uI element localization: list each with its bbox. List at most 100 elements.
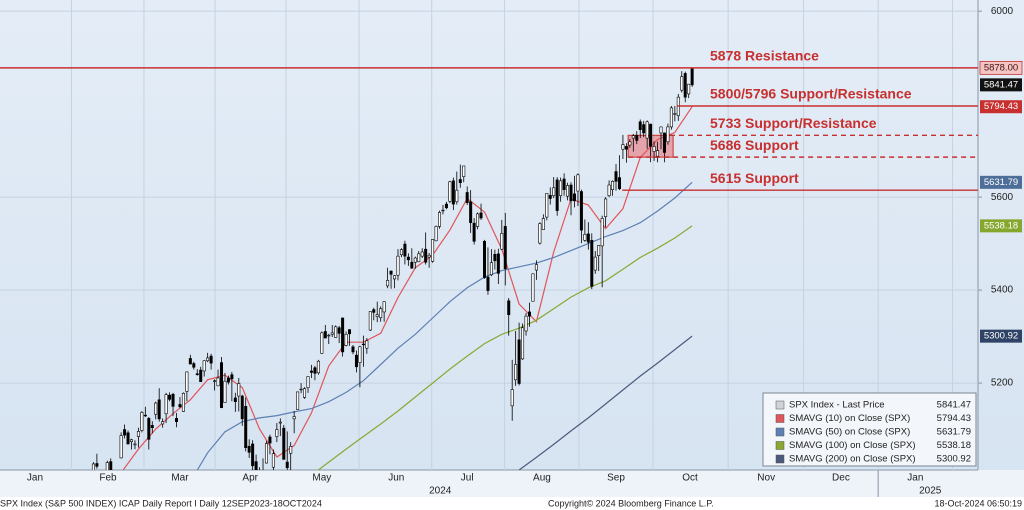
candle-body <box>296 391 300 410</box>
footer-left: SPX Index (S&P 500 INDEX) ICAP Daily Rep… <box>0 498 322 508</box>
level-annotation: 5733 Support/Resistance <box>710 115 877 131</box>
candle-body <box>628 141 632 146</box>
candle-body <box>372 309 376 313</box>
candle-body <box>181 392 185 412</box>
legend-label: SPX Index - Last Price <box>789 400 885 411</box>
candle-body <box>365 340 369 349</box>
candle-body <box>621 144 625 150</box>
legend-swatch <box>775 441 785 450</box>
candle-body <box>427 254 431 258</box>
candle-body <box>123 429 127 436</box>
candle-body <box>586 233 590 243</box>
candle-body <box>597 245 601 256</box>
price-tag-label: 5631.79 <box>984 177 1018 188</box>
candle-body <box>521 327 525 360</box>
x-tick-label: Mar <box>171 473 189 484</box>
candle-body <box>219 362 223 409</box>
candle-body <box>451 180 455 205</box>
candle-body <box>604 198 608 217</box>
candle-body <box>607 184 611 197</box>
candle-body <box>538 223 542 244</box>
candle-body <box>455 189 459 203</box>
candle-body <box>330 332 334 335</box>
candle-body <box>216 377 220 387</box>
candle-body <box>555 179 559 211</box>
candle-body <box>199 369 203 382</box>
candle-body <box>617 177 621 190</box>
candle-body <box>406 256 410 261</box>
legend-label: SMAVG (10) on Close (SPX) <box>789 413 910 424</box>
candle-body <box>476 213 480 227</box>
candle-body <box>642 124 646 134</box>
candle-body <box>351 346 355 353</box>
candle-body <box>472 222 476 242</box>
candle-body <box>309 370 313 373</box>
candle-body <box>403 243 407 257</box>
candle-body <box>282 427 286 460</box>
candle-body <box>572 193 576 202</box>
price-tag <box>980 219 1022 233</box>
level-annotation: 5615 Support <box>710 170 799 186</box>
candle-body <box>673 113 677 115</box>
x-tick-label: Feb <box>99 473 117 484</box>
candle-body <box>524 315 528 332</box>
x-tick-label: Sep <box>607 473 625 484</box>
candle-body <box>174 418 178 422</box>
candle-body <box>638 121 642 131</box>
candle-body <box>382 301 386 313</box>
legend-swatch <box>775 414 785 423</box>
x-tick-label: Jan <box>27 473 43 484</box>
moving-average-line <box>518 335 693 470</box>
level-annotation: 5878 Resistance <box>710 48 819 64</box>
x-tick-label: Oct <box>682 473 698 484</box>
legend-label: SMAVG (100) on Close (SPX) <box>789 440 916 451</box>
candle-body <box>465 192 469 203</box>
candle-body <box>320 332 324 354</box>
candle-body <box>213 380 217 382</box>
candle-body <box>95 463 99 467</box>
legend-label: SMAVG (50) on Close (SPX) <box>789 427 910 438</box>
candle-body <box>150 425 154 428</box>
candle-body <box>386 280 390 287</box>
candle-body <box>399 249 403 256</box>
candle-body <box>303 388 307 398</box>
candle-body <box>105 462 109 470</box>
candle-body <box>292 416 296 420</box>
candle-body <box>469 201 473 223</box>
candle-body <box>168 394 172 400</box>
candle-body <box>223 380 227 403</box>
x-tick-label: Nov <box>757 473 775 484</box>
candle-body <box>656 150 660 157</box>
candle-body <box>143 414 147 417</box>
candle-body <box>579 191 583 231</box>
candle-body <box>424 248 428 263</box>
price-tag-label: 5794.43 <box>984 101 1018 112</box>
candle-body <box>178 404 182 408</box>
candle-body <box>379 308 383 318</box>
candle-body <box>483 240 487 278</box>
candle-body <box>130 439 134 442</box>
candle-body <box>299 388 303 391</box>
candle-body <box>614 171 618 182</box>
candle-body <box>486 276 490 291</box>
candle-body <box>448 181 452 202</box>
candle-body <box>420 251 424 257</box>
candle-body <box>375 314 379 317</box>
candle-body <box>652 146 656 152</box>
candle-body <box>666 126 670 143</box>
candle-body <box>410 261 414 269</box>
candle-body <box>348 329 352 335</box>
candle-body <box>417 253 421 263</box>
candle-body <box>233 397 237 402</box>
legend-value: 5841.47 <box>937 400 971 411</box>
level-annotation: 5800/5796 Support/Resistance <box>710 86 912 102</box>
candle-body <box>202 360 206 372</box>
candle-body <box>254 461 258 470</box>
candle-body <box>462 165 466 177</box>
candle-body <box>687 83 691 95</box>
candle-body <box>126 432 130 445</box>
candle-body <box>566 185 570 197</box>
candle-body <box>251 443 255 467</box>
price-tag-label: 5300.92 <box>984 331 1018 342</box>
